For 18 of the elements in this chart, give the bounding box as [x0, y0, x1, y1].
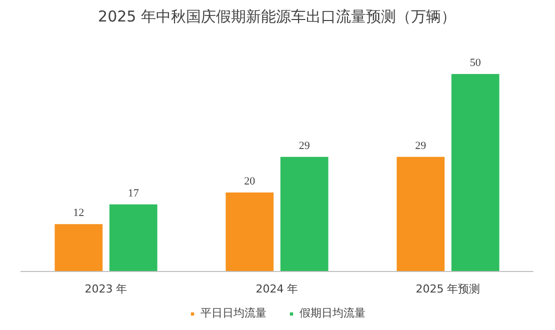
chart-title: 2025 年中秋国庆假期新能源车出口流量预测（万辆）: [98, 8, 456, 26]
x-tick-label: 2023 年: [84, 282, 128, 296]
bar: [451, 74, 500, 272]
bar: [396, 156, 445, 272]
data-label: 20: [244, 175, 256, 188]
bar: [54, 224, 103, 272]
legend-label: 假期日均流量: [300, 306, 366, 320]
legend-label: 平日日均流量: [200, 306, 266, 320]
data-label: 29: [415, 140, 427, 152]
data-label: 29: [298, 140, 310, 152]
data-label: 50: [470, 56, 482, 69]
x-tick-label: 2024 年: [256, 282, 298, 296]
data-label: 12: [73, 207, 84, 220]
x-tick-label: 2025 年预测: [416, 282, 480, 296]
bar: [280, 156, 328, 272]
bar: [109, 204, 158, 272]
bar: [226, 192, 274, 272]
data-label: 17: [128, 187, 140, 200]
